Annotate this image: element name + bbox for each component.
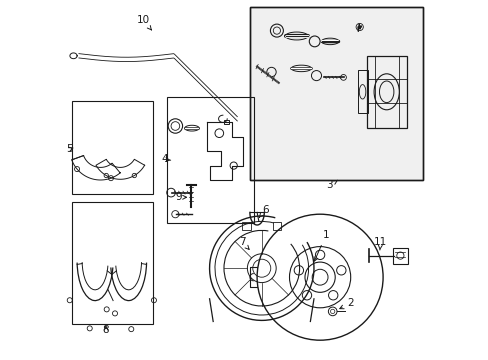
Bar — [72, 101, 152, 194]
Bar — [72, 202, 152, 324]
Text: 3: 3 — [325, 180, 337, 190]
Bar — [272, 222, 281, 230]
Text: 11: 11 — [373, 237, 386, 250]
Text: 8: 8 — [102, 325, 109, 336]
Bar — [249, 7, 422, 180]
Text: 5: 5 — [66, 144, 73, 154]
Text: 6: 6 — [259, 205, 268, 217]
Bar — [249, 7, 422, 180]
Text: 9: 9 — [175, 192, 186, 202]
Text: 7: 7 — [239, 237, 249, 249]
Text: 1: 1 — [314, 230, 328, 261]
Bar — [223, 120, 228, 124]
Bar — [392, 248, 407, 264]
Bar — [357, 70, 367, 113]
Text: 2: 2 — [339, 298, 353, 309]
Bar — [366, 56, 406, 128]
Bar — [167, 97, 253, 223]
Bar — [242, 222, 250, 230]
Text: 10: 10 — [136, 15, 151, 30]
Text: 4: 4 — [161, 154, 170, 165]
